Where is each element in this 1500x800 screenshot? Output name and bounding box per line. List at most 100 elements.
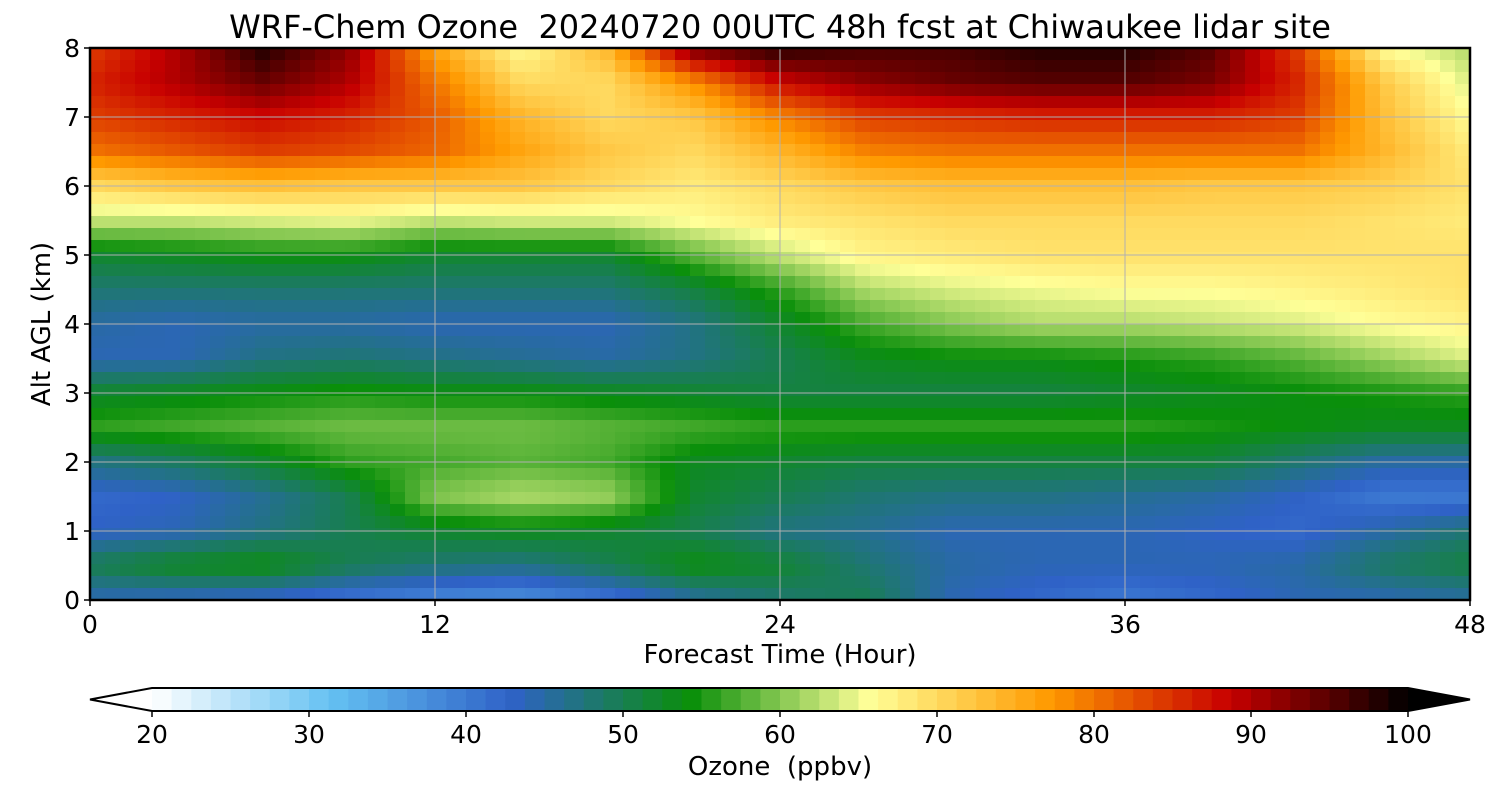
heatmap-cell (1260, 432, 1276, 445)
heatmap-cell (840, 480, 856, 493)
heatmap-cell (1365, 168, 1381, 181)
heatmap-cell (840, 108, 856, 121)
heatmap-cell (465, 216, 481, 229)
heatmap-cell (990, 528, 1006, 541)
heatmap-cell (150, 528, 166, 541)
heatmap-cell (900, 432, 916, 445)
heatmap-cell (135, 300, 151, 313)
heatmap-cell (210, 360, 226, 373)
heatmap-cell (1335, 276, 1351, 289)
heatmap-cell (795, 72, 811, 85)
heatmap-cell (555, 552, 571, 565)
heatmap-cell (255, 312, 271, 325)
heatmap-cell (720, 540, 736, 553)
heatmap-cell (945, 300, 961, 313)
heatmap-cell (480, 300, 496, 313)
heatmap-cell (330, 372, 346, 385)
heatmap-cell (660, 480, 676, 493)
heatmap-cell (660, 264, 676, 277)
heatmap-cell (330, 528, 346, 541)
heatmap-cell (840, 384, 856, 397)
colorbar-segment (897, 688, 918, 711)
heatmap-cell (225, 96, 241, 109)
heatmap-cell (270, 528, 286, 541)
heatmap-cell (315, 396, 331, 409)
heatmap-cell (1125, 540, 1141, 553)
heatmap-cell (675, 468, 691, 481)
heatmap-cell (1020, 528, 1036, 541)
heatmap-cell (945, 96, 961, 109)
heatmap-cell (330, 252, 346, 265)
heatmap-cell (1260, 144, 1276, 157)
colorbar-segment (838, 688, 860, 711)
heatmap-cell (495, 84, 511, 97)
heatmap-cell (495, 60, 511, 73)
heatmap-cell (300, 108, 316, 121)
heatmap-cell (765, 504, 781, 517)
heatmap-cell (1080, 192, 1096, 205)
heatmap-cell (105, 264, 121, 277)
heatmap-cell (90, 540, 106, 553)
heatmap-cell (1020, 408, 1036, 421)
heatmap-cell (225, 156, 241, 169)
heatmap-cell (675, 324, 691, 337)
colorbar-segment (642, 688, 663, 711)
heatmap-cell (1155, 588, 1171, 601)
heatmap-cell (855, 444, 871, 457)
heatmap-cell (240, 408, 256, 421)
heatmap-cell (1080, 504, 1096, 517)
heatmap-cell (945, 480, 961, 493)
heatmap-cell (660, 48, 676, 61)
heatmap-cell (1125, 360, 1141, 373)
heatmap-cell (255, 120, 271, 133)
heatmap-cell (255, 528, 271, 541)
heatmap-cell (1440, 540, 1456, 553)
heatmap-cell (180, 96, 196, 109)
heatmap-cell (1230, 96, 1246, 109)
heatmap-cell (1455, 588, 1471, 601)
heatmap-cell (795, 108, 811, 121)
colorbar-segment (917, 688, 938, 711)
heatmap-cell (1260, 564, 1276, 577)
heatmap-cell (570, 504, 586, 517)
heatmap-cell (1185, 264, 1201, 277)
heatmap-cell (1050, 372, 1066, 385)
heatmap-cell (1020, 192, 1036, 205)
heatmap-cell (840, 564, 856, 577)
heatmap-cell (150, 312, 166, 325)
heatmap-cell (675, 60, 691, 73)
heatmap-cell (1335, 480, 1351, 493)
heatmap-cell (1035, 204, 1051, 217)
heatmap-cell (600, 144, 616, 157)
heatmap-cell (465, 276, 481, 289)
heatmap-cell (645, 120, 661, 133)
heatmap-cell (1320, 504, 1336, 517)
colorbar-segment (976, 688, 997, 711)
heatmap-cell (315, 528, 331, 541)
heatmap-cell (210, 384, 226, 397)
heatmap-cell (195, 516, 211, 529)
heatmap-cell (600, 132, 616, 145)
heatmap-cell (1335, 168, 1351, 181)
heatmap-cell (1005, 396, 1021, 409)
heatmap-cell (165, 468, 181, 481)
heatmap-cell (1035, 384, 1051, 397)
heatmap-cell (405, 480, 421, 493)
heatmap-cell (480, 84, 496, 97)
heatmap-cell (150, 408, 166, 421)
heatmap-cell (720, 492, 736, 505)
heatmap-cell (1005, 540, 1021, 553)
heatmap-cell (270, 396, 286, 409)
heatmap-cell (1380, 132, 1396, 145)
heatmap-cell (855, 204, 871, 217)
heatmap-cell (195, 552, 211, 565)
heatmap-cell (1365, 324, 1381, 337)
heatmap-cell (1290, 276, 1306, 289)
heatmap-cell (915, 312, 931, 325)
heatmap-cell (405, 288, 421, 301)
heatmap-cell (285, 168, 301, 181)
heatmap-cell (870, 468, 886, 481)
heatmap-cell (1305, 240, 1321, 253)
heatmap-cell (1335, 468, 1351, 481)
heatmap-cell (210, 516, 226, 529)
